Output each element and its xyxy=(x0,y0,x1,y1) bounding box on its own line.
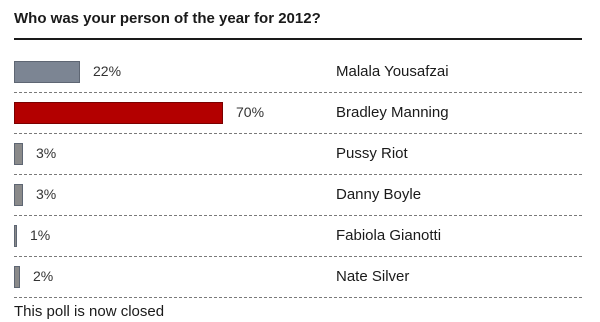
result-percent: 3% xyxy=(36,186,57,202)
result-percent: 1% xyxy=(30,227,51,243)
result-name: Bradley Manning xyxy=(336,104,449,121)
title-divider xyxy=(14,38,582,40)
poll-title: Who was your person of the year for 2012… xyxy=(14,10,321,27)
result-row: 22% Malala Yousafzai xyxy=(14,52,582,93)
poll-status: This poll is now closed xyxy=(14,303,165,320)
result-bar xyxy=(14,225,17,247)
result-row: 3% Danny Boyle xyxy=(14,175,582,216)
result-bar xyxy=(14,266,20,288)
result-name: Fabiola Gianotti xyxy=(336,227,442,244)
result-bar xyxy=(14,143,23,165)
result-name: Nate Silver xyxy=(336,268,410,285)
result-row: 2% Nate Silver xyxy=(14,257,582,298)
result-percent: 3% xyxy=(36,145,57,161)
result-name: Danny Boyle xyxy=(336,186,422,203)
result-percent: 22% xyxy=(93,63,122,79)
result-percent: 70% xyxy=(236,104,265,120)
result-percent: 2% xyxy=(33,268,54,284)
result-bar xyxy=(14,102,223,124)
result-row: 1% Fabiola Gianotti xyxy=(14,216,582,257)
result-bar xyxy=(14,184,23,206)
result-name: Malala Yousafzai xyxy=(336,63,449,80)
result-row: 70% Bradley Manning xyxy=(14,93,582,134)
result-row: 3% Pussy Riot xyxy=(14,134,582,175)
result-bar xyxy=(14,61,80,83)
result-name: Pussy Riot xyxy=(336,145,408,162)
poll-results: 22% Malala Yousafzai 70% Bradley Manning 3% P… xyxy=(14,52,582,298)
